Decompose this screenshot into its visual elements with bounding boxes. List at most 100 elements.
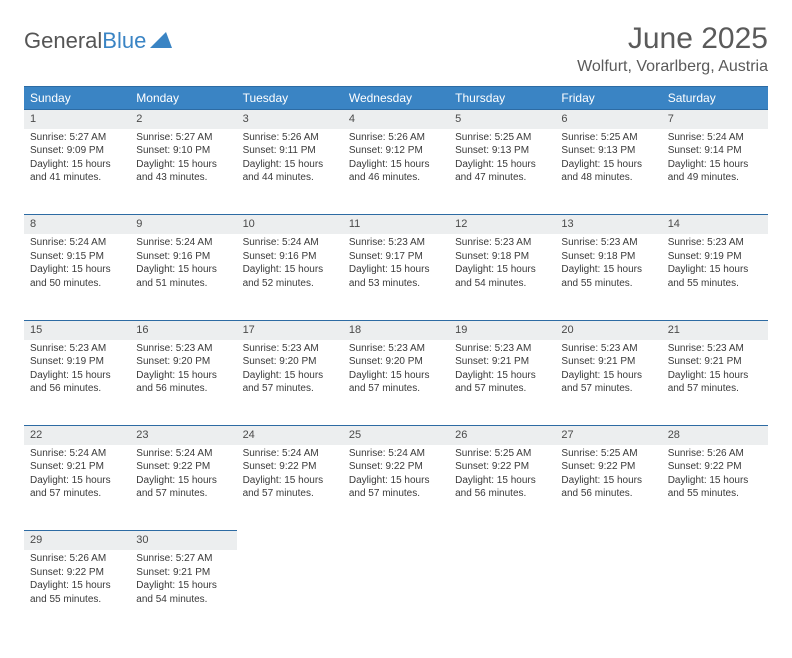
empty-cell	[237, 531, 343, 550]
day-number: 23	[130, 426, 236, 445]
empty-cell	[449, 531, 555, 550]
day-cell: Sunrise: 5:27 AMSunset: 9:10 PMDaylight:…	[130, 129, 236, 215]
sunrise-text: Sunrise: 5:25 AM	[455, 131, 549, 145]
sunrise-text: Sunrise: 5:23 AM	[561, 236, 655, 250]
day-content-row: Sunrise: 5:27 AMSunset: 9:09 PMDaylight:…	[24, 129, 768, 215]
day-content: Sunrise: 5:24 AMSunset: 9:22 PMDaylight:…	[243, 445, 337, 501]
daylight-text: Daylight: 15 hours and 56 minutes.	[30, 369, 124, 396]
sunrise-text: Sunrise: 5:23 AM	[668, 236, 762, 250]
month-title: June 2025	[577, 22, 768, 56]
day-number: 6	[555, 110, 661, 129]
sunset-text: Sunset: 9:10 PM	[136, 144, 230, 158]
empty-cell	[343, 550, 449, 636]
day-content: Sunrise: 5:23 AMSunset: 9:18 PMDaylight:…	[561, 234, 655, 290]
sunrise-text: Sunrise: 5:26 AM	[349, 131, 443, 145]
sunset-text: Sunset: 9:13 PM	[561, 144, 655, 158]
day-number: 3	[237, 110, 343, 129]
day-cell: Sunrise: 5:23 AMSunset: 9:21 PMDaylight:…	[449, 340, 555, 426]
day-cell: Sunrise: 5:27 AMSunset: 9:09 PMDaylight:…	[24, 129, 130, 215]
day-cell: Sunrise: 5:24 AMSunset: 9:16 PMDaylight:…	[130, 234, 236, 320]
sunrise-text: Sunrise: 5:23 AM	[668, 342, 762, 356]
daylight-text: Daylight: 15 hours and 50 minutes.	[30, 263, 124, 290]
day-content: Sunrise: 5:26 AMSunset: 9:22 PMDaylight:…	[30, 550, 124, 606]
day-number-row: 1234567	[24, 110, 768, 129]
sunset-text: Sunset: 9:22 PM	[136, 460, 230, 474]
calendar-table: Sunday Monday Tuesday Wednesday Thursday…	[24, 86, 768, 636]
daylight-text: Daylight: 15 hours and 57 minutes.	[349, 369, 443, 396]
weekday-header-row: Sunday Monday Tuesday Wednesday Thursday…	[24, 87, 768, 110]
daylight-text: Daylight: 15 hours and 51 minutes.	[136, 263, 230, 290]
sunset-text: Sunset: 9:16 PM	[136, 250, 230, 264]
sunrise-text: Sunrise: 5:24 AM	[243, 447, 337, 461]
day-content: Sunrise: 5:24 AMSunset: 9:14 PMDaylight:…	[668, 129, 762, 185]
day-content: Sunrise: 5:24 AMSunset: 9:16 PMDaylight:…	[136, 234, 230, 290]
day-number: 19	[449, 320, 555, 339]
sunrise-text: Sunrise: 5:24 AM	[243, 236, 337, 250]
sunset-text: Sunset: 9:22 PM	[668, 460, 762, 474]
sunrise-text: Sunrise: 5:23 AM	[136, 342, 230, 356]
sunset-text: Sunset: 9:19 PM	[30, 355, 124, 369]
day-cell: Sunrise: 5:23 AMSunset: 9:20 PMDaylight:…	[130, 340, 236, 426]
day-number: 7	[662, 110, 768, 129]
sunrise-text: Sunrise: 5:23 AM	[561, 342, 655, 356]
day-cell: Sunrise: 5:23 AMSunset: 9:19 PMDaylight:…	[24, 340, 130, 426]
day-content: Sunrise: 5:27 AMSunset: 9:09 PMDaylight:…	[30, 129, 124, 185]
day-cell: Sunrise: 5:24 AMSunset: 9:14 PMDaylight:…	[662, 129, 768, 215]
sunset-text: Sunset: 9:21 PM	[136, 566, 230, 580]
day-content: Sunrise: 5:26 AMSunset: 9:12 PMDaylight:…	[349, 129, 443, 185]
day-number-row: 891011121314	[24, 215, 768, 234]
daylight-text: Daylight: 15 hours and 55 minutes.	[668, 263, 762, 290]
day-content: Sunrise: 5:26 AMSunset: 9:22 PMDaylight:…	[668, 445, 762, 501]
weekday-header: Sunday	[24, 87, 130, 110]
sunset-text: Sunset: 9:12 PM	[349, 144, 443, 158]
day-cell: Sunrise: 5:26 AMSunset: 9:22 PMDaylight:…	[662, 445, 768, 531]
day-cell: Sunrise: 5:23 AMSunset: 9:18 PMDaylight:…	[555, 234, 661, 320]
sunset-text: Sunset: 9:22 PM	[561, 460, 655, 474]
sunset-text: Sunset: 9:18 PM	[561, 250, 655, 264]
sunrise-text: Sunrise: 5:25 AM	[561, 131, 655, 145]
daylight-text: Daylight: 15 hours and 57 minutes.	[455, 369, 549, 396]
day-number: 20	[555, 320, 661, 339]
day-number: 14	[662, 215, 768, 234]
day-content: Sunrise: 5:23 AMSunset: 9:20 PMDaylight:…	[349, 340, 443, 396]
daylight-text: Daylight: 15 hours and 55 minutes.	[30, 579, 124, 606]
empty-cell	[343, 531, 449, 550]
logo-word2: Blue	[102, 28, 146, 54]
sunset-text: Sunset: 9:19 PM	[668, 250, 762, 264]
sunrise-text: Sunrise: 5:27 AM	[136, 552, 230, 566]
day-number: 24	[237, 426, 343, 445]
sunset-text: Sunset: 9:18 PM	[455, 250, 549, 264]
sunset-text: Sunset: 9:15 PM	[30, 250, 124, 264]
day-number-row: 2930	[24, 531, 768, 550]
sunrise-text: Sunrise: 5:25 AM	[561, 447, 655, 461]
day-cell: Sunrise: 5:24 AMSunset: 9:22 PMDaylight:…	[343, 445, 449, 531]
daylight-text: Daylight: 15 hours and 44 minutes.	[243, 158, 337, 185]
day-cell: Sunrise: 5:26 AMSunset: 9:11 PMDaylight:…	[237, 129, 343, 215]
empty-cell	[449, 550, 555, 636]
sunrise-text: Sunrise: 5:24 AM	[30, 236, 124, 250]
daylight-text: Daylight: 15 hours and 48 minutes.	[561, 158, 655, 185]
day-content: Sunrise: 5:27 AMSunset: 9:21 PMDaylight:…	[136, 550, 230, 606]
sunset-text: Sunset: 9:21 PM	[455, 355, 549, 369]
day-cell: Sunrise: 5:24 AMSunset: 9:15 PMDaylight:…	[24, 234, 130, 320]
weekday-header: Friday	[555, 87, 661, 110]
day-number: 21	[662, 320, 768, 339]
weekday-header: Monday	[130, 87, 236, 110]
sunrise-text: Sunrise: 5:24 AM	[668, 131, 762, 145]
sunset-text: Sunset: 9:09 PM	[30, 144, 124, 158]
sunrise-text: Sunrise: 5:26 AM	[30, 552, 124, 566]
sunset-text: Sunset: 9:11 PM	[243, 144, 337, 158]
logo: GeneralBlue	[24, 28, 172, 54]
day-content-row: Sunrise: 5:26 AMSunset: 9:22 PMDaylight:…	[24, 550, 768, 636]
day-cell: Sunrise: 5:23 AMSunset: 9:20 PMDaylight:…	[343, 340, 449, 426]
logo-triangle-icon	[150, 28, 172, 54]
logo-word1: General	[24, 28, 102, 54]
day-number-row: 22232425262728	[24, 426, 768, 445]
day-cell: Sunrise: 5:25 AMSunset: 9:13 PMDaylight:…	[555, 129, 661, 215]
day-content: Sunrise: 5:25 AMSunset: 9:22 PMDaylight:…	[561, 445, 655, 501]
daylight-text: Daylight: 15 hours and 57 minutes.	[561, 369, 655, 396]
day-number: 18	[343, 320, 449, 339]
day-cell: Sunrise: 5:26 AMSunset: 9:12 PMDaylight:…	[343, 129, 449, 215]
day-number: 1	[24, 110, 130, 129]
weekday-header: Wednesday	[343, 87, 449, 110]
